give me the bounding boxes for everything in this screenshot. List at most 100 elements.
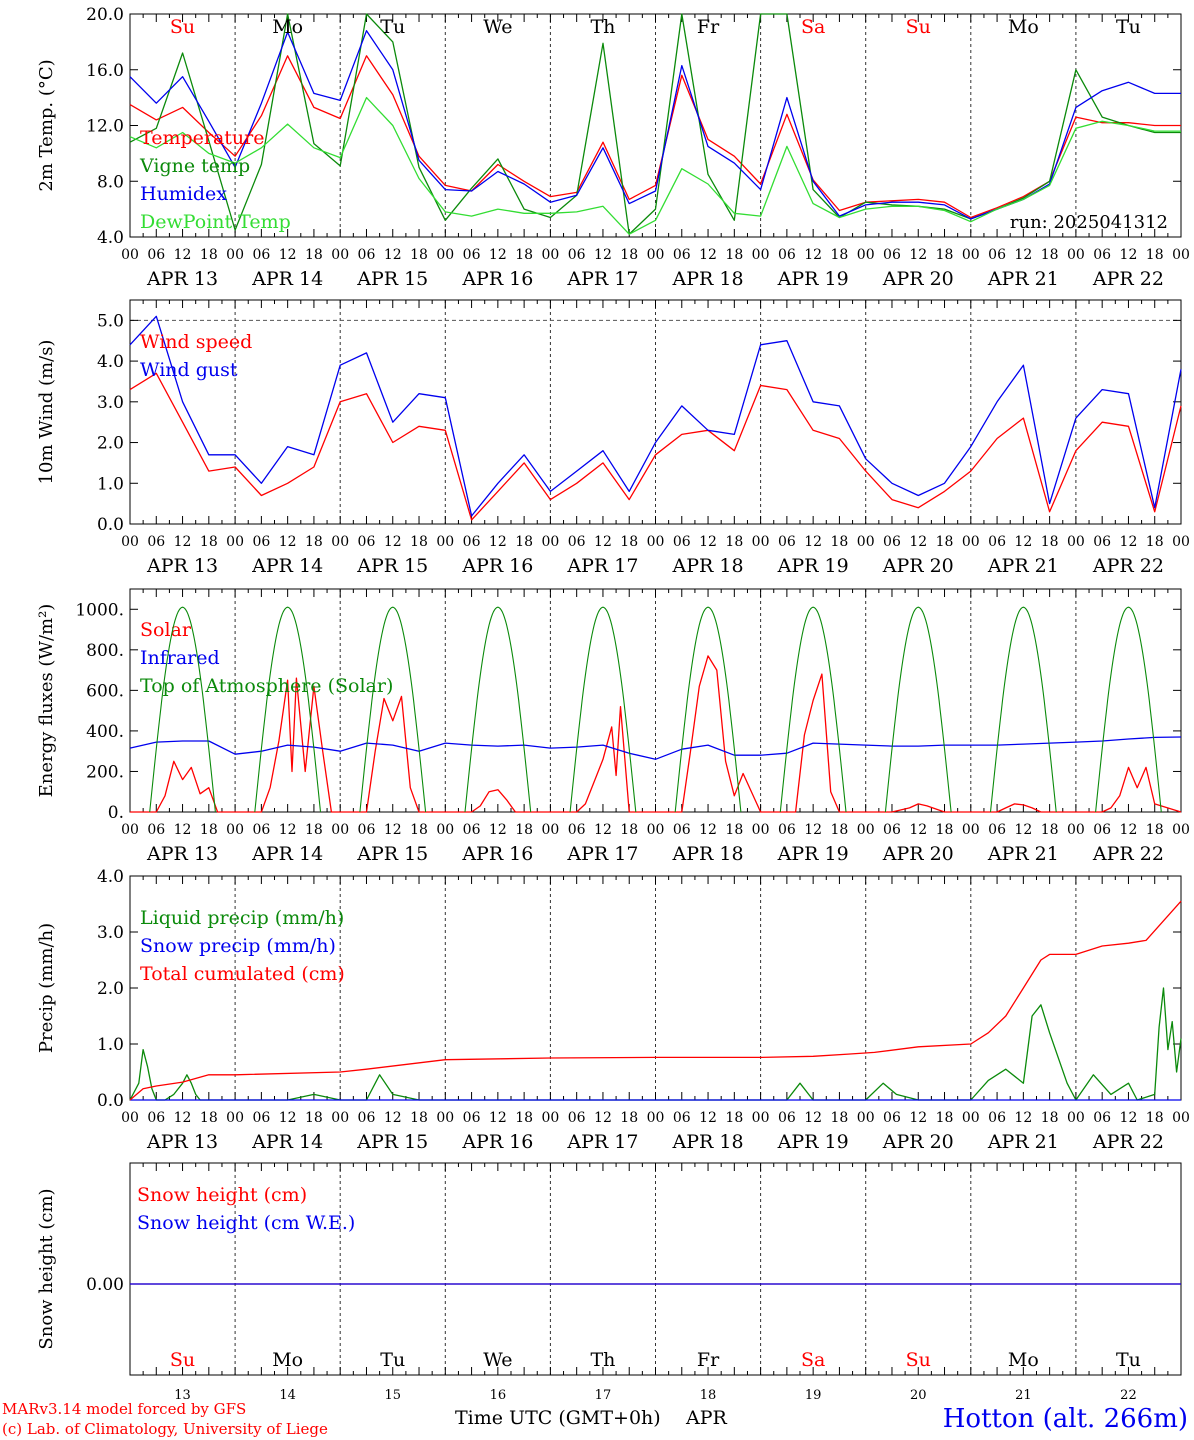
day-label: APR 14: [251, 268, 323, 290]
panel-1: 4.0 8.0 12.0 16.0 20.0 2m Temp. (°C) Temperatu…: [36, 5, 1190, 290]
day-label: APR 16: [461, 843, 533, 865]
day-label: APR 19: [777, 268, 849, 290]
legend-entry: Snow precip (mm/h): [140, 935, 336, 957]
hour-tick-label: 00: [647, 1110, 665, 1126]
hour-tick-label: 12: [279, 822, 297, 838]
day-number: 21: [1015, 1388, 1032, 1403]
hour-tick-label: 06: [147, 247, 165, 263]
toa-solar-curve: [149, 606, 216, 813]
weekday-label-bottom: Th: [590, 1349, 615, 1371]
day-label: APR 21: [987, 268, 1059, 290]
hour-tick-label: 18: [515, 534, 533, 550]
hour-tick-label: 06: [883, 1110, 901, 1126]
y-tick-label: 400.: [86, 722, 124, 742]
legend-entry: Vigne temp: [139, 155, 250, 177]
hour-tick-label: 06: [252, 247, 270, 263]
hour-tick-label: 00: [962, 534, 980, 550]
legend-entry: Humidex: [140, 183, 227, 205]
day-number: 14: [279, 1388, 296, 1403]
hour-tick-label: 18: [515, 1110, 533, 1126]
hour-tick-label: 00: [1067, 1110, 1085, 1126]
hour-tick-label: 18: [200, 534, 218, 550]
hour-tick-label: 18: [1146, 534, 1164, 550]
hour-tick-label: 12: [594, 247, 612, 263]
hour-tick-label: 00: [121, 534, 139, 550]
hour-tick-label: 18: [1041, 534, 1059, 550]
day-label: APR 17: [566, 268, 638, 290]
y-tick-label: 2.0: [97, 979, 124, 999]
weekday-label-bottom: Tu: [380, 1349, 405, 1371]
hour-tick-label: 00: [962, 1110, 980, 1126]
y-axis-label: Energy fluxes (W/m²): [36, 604, 57, 798]
hour-tick-label: 18: [831, 247, 849, 263]
hour-tick-label: 12: [909, 1110, 927, 1126]
panel-2: 0.0 1.0 2.0 3.0 4.0 5.0 10m Wind (m/s) Wind spe…: [36, 299, 1190, 577]
hour-tick-label: 06: [358, 247, 376, 263]
hour-tick-label: 06: [988, 534, 1006, 550]
hour-tick-label: 06: [568, 1110, 586, 1126]
weekday-label-bottom: Mo: [272, 1349, 303, 1371]
day-label: APR 20: [882, 1131, 954, 1153]
hour-tick-label: 00: [647, 822, 665, 838]
hour-tick-label: 00: [1067, 247, 1085, 263]
series-line: [129, 96, 1181, 235]
plot-frame: [129, 13, 1182, 238]
hour-tick-label: 18: [936, 1110, 954, 1126]
hour-tick-label: 12: [279, 247, 297, 263]
hour-tick-label: 00: [752, 247, 770, 263]
hour-tick-label: 00: [1172, 247, 1190, 263]
weekday-label: Fr: [697, 16, 720, 38]
hour-tick-label: 12: [1120, 247, 1138, 263]
weekday-label: We: [483, 16, 512, 38]
hour-tick-label: 18: [620, 822, 638, 838]
hour-tick-label: 18: [515, 247, 533, 263]
hour-tick-label: 12: [594, 534, 612, 550]
hour-tick-label: 00: [1172, 822, 1190, 838]
hour-tick-label: 06: [988, 1110, 1006, 1126]
hour-tick-label: 12: [1014, 822, 1032, 838]
hour-tick-label: 12: [804, 534, 822, 550]
hour-tick-label: 06: [883, 534, 901, 550]
day-label: APR 18: [672, 1131, 744, 1153]
hour-tick-label: 12: [909, 534, 927, 550]
hour-tick-label: 12: [384, 822, 402, 838]
hour-tick-label: 06: [147, 534, 165, 550]
legend-entry: Wind gust: [140, 359, 238, 381]
hour-tick-label: 12: [1014, 247, 1032, 263]
y-tick-label: 8.0: [97, 172, 124, 192]
hour-tick-label: 00: [226, 534, 244, 550]
day-number: 18: [700, 1388, 717, 1403]
series-line: [129, 55, 1181, 219]
weekday-label: Su: [170, 16, 195, 38]
hour-tick-label: 06: [988, 822, 1006, 838]
hour-tick-label: 18: [305, 1110, 323, 1126]
day-label: APR 22: [1092, 268, 1164, 290]
day-label: APR 18: [672, 555, 744, 577]
day-label: APR 16: [461, 1131, 533, 1153]
hour-tick-label: 12: [699, 1110, 717, 1126]
toa-solar-curve: [779, 606, 847, 813]
day-label: APR 22: [1092, 1131, 1164, 1153]
hour-tick-label: 00: [331, 1110, 349, 1126]
day-number: 17: [595, 1388, 612, 1403]
weekday-label-bottom: Tu: [1116, 1349, 1141, 1371]
day-label: APR 21: [987, 1131, 1059, 1153]
hour-tick-label: 18: [620, 247, 638, 263]
legend-entry: Wind speed: [140, 331, 252, 353]
y-tick-label: 0.0: [97, 515, 124, 535]
hour-tick-label: 06: [1093, 822, 1111, 838]
hour-tick-label: 06: [252, 822, 270, 838]
hour-tick-label: 12: [804, 247, 822, 263]
hour-tick-label: 00: [226, 1110, 244, 1126]
hour-tick-label: 00: [436, 822, 454, 838]
y-tick-label: 3.0: [97, 393, 124, 413]
hour-tick-label: 18: [200, 1110, 218, 1126]
day-label: APR 15: [356, 268, 428, 290]
hour-tick-label: 18: [410, 247, 428, 263]
y-tick-label: 2.0: [97, 434, 124, 454]
hour-tick-label: 12: [384, 534, 402, 550]
hour-tick-label: 06: [358, 1110, 376, 1126]
day-label: APR 17: [566, 843, 638, 865]
month-label: APR: [685, 1407, 728, 1429]
day-label: APR 22: [1092, 555, 1164, 577]
